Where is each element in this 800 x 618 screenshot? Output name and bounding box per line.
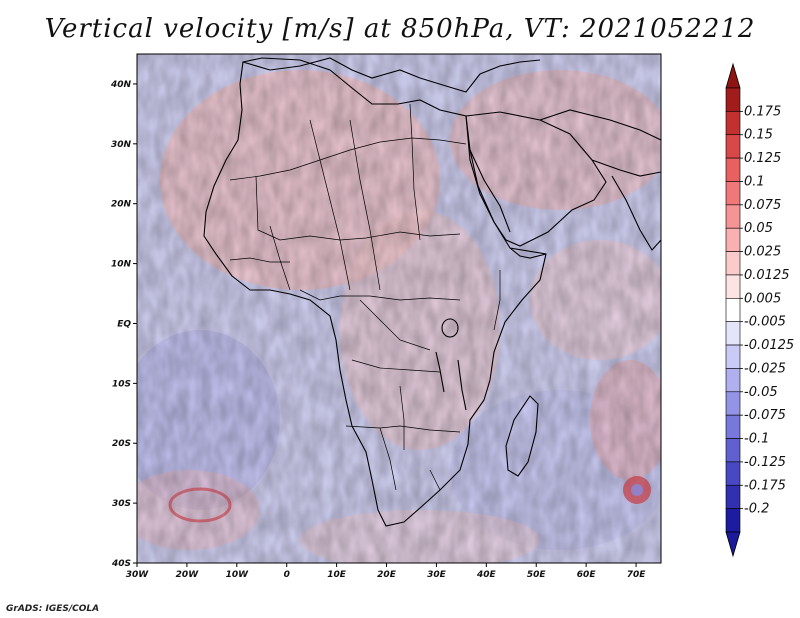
x-tick-label: 10W <box>226 570 250 580</box>
x-tick-label: 50E <box>527 570 547 580</box>
colorbar-segment <box>725 251 741 276</box>
x-tick-label: 30W <box>126 570 150 580</box>
colorbar-label: 0.05 <box>744 221 773 236</box>
y-tick-label: 20N <box>111 200 132 210</box>
colorbar-segment <box>725 111 741 136</box>
colorbar-segment <box>725 368 741 393</box>
colorbar-segment <box>725 227 741 252</box>
x-tick-label: 60E <box>577 570 597 580</box>
map-title: Vertical velocity [m/s] at 850hPa, VT: 2… <box>44 14 756 44</box>
x-tick-label: 70E <box>627 570 647 580</box>
colorbar-label: 0.025 <box>744 245 781 260</box>
x-tick-label: 20W <box>176 570 200 580</box>
colorbar-label: -0.175 <box>744 478 786 493</box>
y-tick-label: 40N <box>110 80 132 90</box>
colorbar-label: 0.15 <box>744 128 773 143</box>
y-tick-label: 30S <box>112 499 131 509</box>
colorbar-segment <box>725 461 741 486</box>
footer-credit: GrADS: IGES/COLA <box>6 604 100 614</box>
colorbar-label: -0.005 <box>744 315 786 330</box>
x-axis: 30W 20W 10W 0 10E 20E 30E 40E 50E 60E 70E <box>126 563 646 580</box>
colorbar-label: -0.1 <box>744 432 769 447</box>
colorbar-label: -0.05 <box>744 385 778 400</box>
colorbar-label: 0.075 <box>744 198 781 213</box>
country-borders <box>229 103 501 491</box>
colorbar-bottom-arrow <box>725 531 741 558</box>
colorbar-segment <box>725 298 741 322</box>
colorbar-label: 0.005 <box>744 291 781 306</box>
colorbar-segment <box>725 321 741 346</box>
coastlines <box>203 57 661 527</box>
colorbar-segment <box>725 87 741 112</box>
y-tick-label: 20S <box>112 439 131 449</box>
plot-frame <box>136 53 662 564</box>
colorbar-segment <box>725 181 741 206</box>
y-tick-label: 10S <box>112 379 131 389</box>
colorbar-label: -0.125 <box>744 455 786 470</box>
y-tick-label: EQ <box>117 319 131 329</box>
x-tick-label: 20E <box>377 570 397 580</box>
colorbar-label: -0.025 <box>744 361 786 376</box>
colorbar-segment <box>725 204 741 229</box>
colorbar-segment <box>725 484 741 509</box>
colorbar-label: 0.0125 <box>744 268 790 283</box>
y-tick-label: 10N <box>111 260 132 270</box>
velocity-field <box>137 54 661 563</box>
colorbar-label: -0.0125 <box>744 338 794 353</box>
y-tick-label: 30N <box>111 140 132 150</box>
x-tick-label: 0 <box>284 570 290 580</box>
x-tick-label: 40E <box>476 570 497 580</box>
x-tick-label: 10E <box>327 570 347 580</box>
colorbar-top-arrow <box>725 62 741 89</box>
colorbar-segment <box>725 274 741 299</box>
colorbar-segment <box>725 157 741 182</box>
colorbar-segment <box>725 134 741 159</box>
colorbar-label: -0.2 <box>744 502 769 517</box>
y-axis: 40N 30N 20N 10N EQ 10S 20S 30S 40S <box>110 80 137 569</box>
colorbar-segment <box>725 391 741 416</box>
colorbar-segment <box>725 414 741 439</box>
colorbar-label: 0.1 <box>744 174 765 189</box>
x-tick-label: 30E <box>427 570 447 580</box>
colorbar-label: -0.075 <box>744 408 786 423</box>
colorbar-label: 0.125 <box>744 151 781 166</box>
colorbar-segment <box>725 438 741 463</box>
colorbar-segment <box>725 508 741 533</box>
colorbar-segment <box>725 344 741 369</box>
y-tick-label: 40S <box>111 559 131 569</box>
colorbar-label: 0.175 <box>744 104 781 119</box>
colorbar: 0.175 0.15 0.125 0.1 0.075 0.05 0.025 0.0125 0.0… <box>725 62 794 558</box>
